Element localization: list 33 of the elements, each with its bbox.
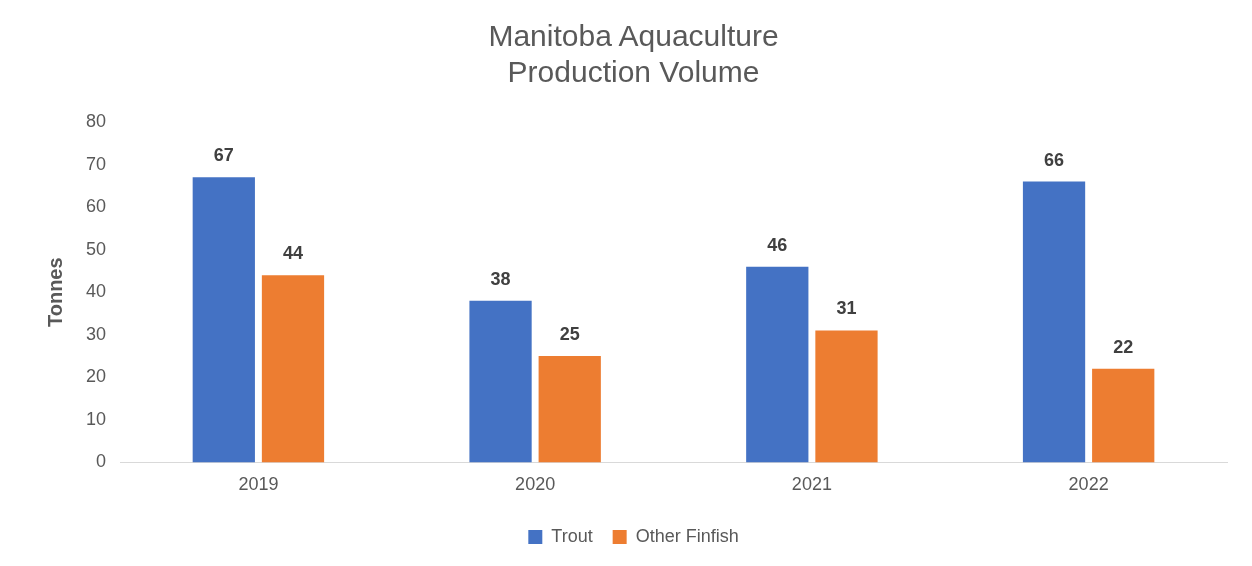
bar	[1092, 368, 1155, 463]
data-label: 44	[282, 243, 303, 264]
legend-label: Other Finfish	[635, 525, 739, 546]
data-label: 66	[1044, 149, 1065, 170]
bar	[815, 330, 878, 463]
chart-title: Manitoba Aquaculture Production Volume	[488, 19, 779, 89]
bar	[1022, 181, 1086, 463]
y-tick-label: 60	[85, 196, 107, 217]
x-tick-label: 2019	[238, 474, 279, 495]
y-tick-label: 70	[85, 153, 107, 174]
y-tick-label: 10	[85, 408, 107, 429]
x-tick-label: 2020	[515, 474, 556, 495]
y-tick-label: 0	[96, 451, 107, 472]
data-label: 25	[559, 323, 580, 344]
y-tick-label: 20	[85, 366, 107, 387]
x-tick-label: 2021	[791, 474, 832, 495]
bar	[469, 300, 532, 463]
data-label: 38	[490, 268, 511, 289]
legend-label: Trout	[551, 525, 593, 546]
x-tick-label: 2022	[1068, 474, 1109, 495]
y-tick-label: 80	[85, 110, 107, 131]
bar	[261, 275, 325, 463]
y-tick-label: 30	[85, 323, 107, 344]
bar	[746, 266, 809, 463]
data-label: 67	[213, 145, 234, 166]
y-tick-label: 40	[85, 281, 107, 302]
y-tick-label: 50	[85, 238, 107, 259]
data-label: 31	[836, 298, 857, 319]
data-label: 46	[767, 234, 788, 255]
y-axis-title: Tonnes	[43, 257, 66, 328]
data-label: 22	[1113, 336, 1134, 357]
bar	[538, 356, 601, 463]
bar	[192, 177, 255, 463]
